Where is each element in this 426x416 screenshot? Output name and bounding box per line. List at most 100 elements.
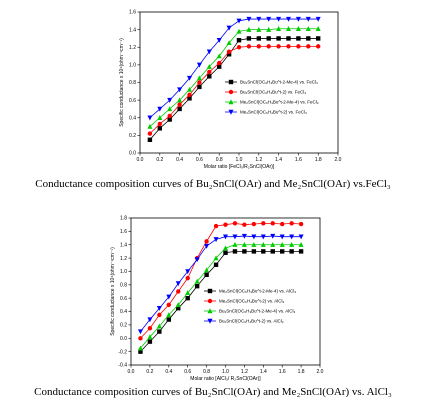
alcl3-series-3-point [147,334,153,340]
fecl3-series-4-point [305,16,311,22]
alcl3-series-2-point [223,222,228,227]
fecl3-series-1-point [276,36,281,41]
alcl3-series-2-point [176,289,181,294]
fecl3-series-1-point [316,36,321,41]
alcl3-series-1-point [242,249,247,254]
alcl3-series-3-point [298,242,304,247]
alcl3-series-4-point [156,306,162,311]
fecl3-series-1-point [157,126,162,131]
alcl3-series-3-point [251,242,257,247]
alcl3-y-tick-label: 0.4 [120,309,127,315]
fecl3-series-4-point [236,18,242,24]
alcl3-series-3-point [213,255,219,261]
fecl3-x-tick-label: 0.6 [196,157,203,163]
alcl3-series-3-point [156,323,162,329]
fecl3-series-4-point [157,106,163,112]
fecl3-legend-label: Bu₂SnCl(OC₆H₄Bu^t-2) vs. FeCl₃ [240,90,306,95]
alcl3-series-2-point [157,312,162,318]
alcl3-x-tick-label: 0.2 [146,369,153,375]
fecl3-y-tick-label: 0.0 [129,151,136,157]
alcl3-legend-marker [207,318,213,324]
fecl3-series-3-point [315,26,321,31]
fecl3-x-tick-label: 1.8 [315,157,322,163]
alcl3-chart-caption: Conductance composition curves of Bu₂SnC… [34,386,392,398]
fecl3-series-4-point [266,16,272,22]
alcl3-series-1-point [157,329,162,334]
alcl3-legend-label: Bu₂SnCl(OC₆H₃Bu^t-2-Me-4) vs. AlCl₃ [219,309,296,314]
alcl3-series-2-point [242,222,247,227]
alcl3-series-4-point [270,233,276,239]
fecl3-series-1-point [286,36,291,41]
alcl3-legend-marker [207,298,213,304]
fecl3-series-1-point [147,137,153,142]
fecl3-series-2-point [177,102,182,107]
alcl3-series-1-point [194,283,200,289]
alcl3-series-4-point [251,234,257,240]
fecl3-series-3-point [305,26,311,31]
fecl3-legend-marker [228,79,234,85]
alcl3-series-2-point [298,221,304,227]
fecl3-series-4-point [147,115,153,121]
fecl3-series-2-point [246,44,252,49]
fecl3-y-tick-label: 1.0 [129,63,136,69]
alcl3-figure: 0.0 0.2 0.4 0.6 0.8 1.0 1.2 1.4 1.6 1.8 2.0 -0.4 -0.… [0,205,426,416]
alcl3-series-3-point [223,245,228,251]
alcl3-series-4-point [289,234,295,240]
alcl3-series-2-point [261,221,266,226]
alcl3-legend-marker [207,308,213,314]
fecl3-y-tick-label: 0.8 [129,80,136,86]
alcl3-x-tick-label: 0.6 [184,369,191,375]
alcl3-series-1-point [147,339,153,344]
fecl3-series-4-point [246,16,252,22]
fecl3-legend-label: Me₂SnCl(OC₆H₄Bu^t-2) vs. FeCl₃ [240,110,307,115]
alcl3-y-tick-label: 1.0 [120,269,127,275]
fecl3-legend-marker [228,99,234,105]
alcl3-x-tick-label: 1.8 [298,369,305,375]
fecl3-legend-label: Bu₂SnCl(OC₆H₃Bu^t-2-Me-4) vs. FeCl₃ [240,80,318,85]
fecl3-series-2-point [296,44,301,49]
alcl3-series-2-point [204,239,209,244]
alcl3-series-4-point [194,257,200,263]
alcl3-x-tick-label: 2.0 [317,369,324,375]
fecl3-series-3-point [246,26,252,32]
fecl3-series-2-point [276,44,281,49]
alcl3-x-tick-label: 1.4 [260,369,267,375]
fecl3-series-1-point [217,64,222,69]
fecl3-series-2-point [157,121,162,127]
alcl3-y-tick-label: 0.6 [120,296,127,302]
fecl3-series-1-point [197,84,202,90]
alcl3-series-1-point [185,295,190,301]
alcl3-series-4-point [166,294,172,300]
alcl3-series-4-line [140,235,302,332]
alcl3-series-3-point [232,242,238,247]
alcl3-series-3-point [194,278,200,284]
fecl3-series-3-point [256,26,262,32]
fecl3-series-1-point [207,74,212,79]
fecl3-x-tick-label: 1.0 [236,157,243,163]
fecl3-y-tick-label: 0.2 [129,133,136,139]
fecl3-x-tick-label: 1.2 [255,157,262,163]
fecl3-series-2-point [207,69,212,75]
alcl3-series-4-point [137,329,143,335]
alcl3-series-4-point [298,234,304,240]
alcl3-series-2-point [138,336,143,341]
fecl3-series-2-point [316,44,321,49]
fecl3-series-3-point [276,26,282,31]
fecl3-series-2-point [286,44,291,49]
fecl3-series-4-line [149,18,319,119]
fecl3-legend-box [224,76,336,120]
alcl3-series-1-point [223,250,228,255]
alcl3-series-2-point [213,223,219,229]
fecl3-series-3-point [157,115,163,120]
fecl3-x-axis-label: Molar ratio [FeCl₃/R₂SnCl(OAr)] [204,164,275,170]
fecl3-series-4-point [167,97,173,103]
alcl3-y-tick-label: -0.4 [118,363,127,369]
alcl3-y-tick-label: 1.6 [120,229,127,235]
alcl3-series-1-point [138,349,143,354]
fecl3-series-1-point [296,36,301,41]
alcl3-series-3-point [241,242,247,247]
alcl3-legend-label: Me₂SnCl(OC₆H₄Bu^t-2) vs. AlCl₃ [219,299,285,304]
fecl3-series-4-point [226,25,232,31]
alcl3-series-3-point [279,242,285,247]
alcl3-series-4-point [223,234,228,240]
